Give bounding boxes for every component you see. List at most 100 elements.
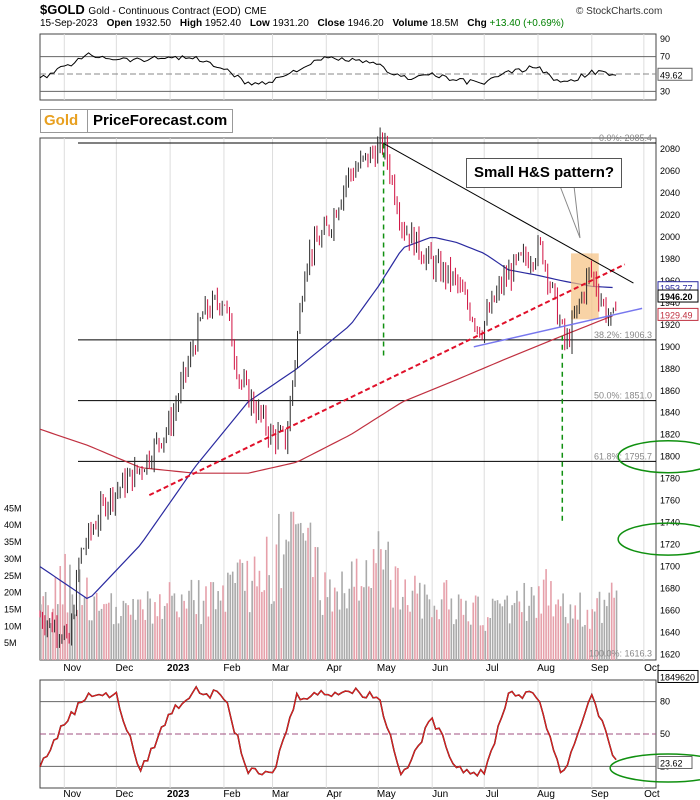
volume-bar-145 — [392, 607, 394, 660]
volume-bar-217 — [567, 623, 569, 660]
price-tick-2040: 2040 — [660, 188, 680, 198]
price-label-box-3 — [657, 669, 699, 683]
volume-bar-2 — [44, 591, 47, 660]
price-xtick-4: Mar — [272, 663, 290, 674]
volume-bar-43 — [144, 619, 147, 660]
volume-bar-163 — [435, 609, 438, 660]
volume-bar-191 — [503, 599, 506, 660]
volume-bar-206 — [540, 613, 543, 660]
volume-bar-120 — [331, 611, 334, 660]
volume-bar-214 — [559, 606, 562, 660]
volume-bar-131 — [358, 600, 360, 660]
volume-bar-158 — [423, 584, 426, 660]
volume-bar-57 — [178, 617, 181, 660]
volume-bar-190 — [501, 606, 504, 660]
volume-tick-35: 35M — [4, 537, 22, 547]
volume-bar-201 — [528, 605, 530, 660]
volume-bar-141 — [382, 569, 385, 660]
price-xtick-3: Feb — [223, 663, 241, 674]
volume-bar-22 — [93, 596, 96, 660]
target-ellipse-0 — [617, 439, 700, 474]
volume-bar-118 — [326, 597, 329, 660]
volume-bar-10 — [64, 553, 66, 660]
hs-pointer — [559, 185, 581, 239]
volume-bar-169 — [450, 598, 453, 660]
stoch-xtick-9: Aug — [537, 789, 555, 800]
volume-bar-193 — [508, 623, 511, 660]
price-xtick-11: Oct — [644, 663, 660, 674]
stoch-xtick-8: Jul — [486, 789, 499, 800]
volume-bar-172 — [457, 594, 460, 660]
volume-bar-148 — [399, 609, 402, 660]
hs-highlight — [570, 253, 599, 320]
volume-tick-20: 20M — [4, 588, 22, 598]
volume-bar-138 — [375, 563, 377, 660]
volume-bar-80 — [234, 582, 236, 660]
stoch-xtick-7: Jun — [432, 789, 448, 800]
volume-bar-160 — [428, 599, 431, 660]
high-value: 1952.40 — [204, 18, 242, 29]
change-value: +13.40 (+0.69%) — [489, 18, 564, 29]
volume-bar-185 — [489, 618, 492, 660]
stoch-xtick-5: Apr — [327, 789, 343, 800]
volume-bar-198 — [521, 612, 523, 660]
volume-bar-225 — [586, 609, 589, 660]
volume-bar-218 — [569, 604, 572, 660]
volume-bar-211 — [552, 616, 555, 660]
low-value: 1931.20 — [272, 18, 309, 29]
volume-bar-71 — [212, 582, 215, 660]
price-tick-1640: 1640 — [660, 628, 680, 638]
volume-bar-216 — [564, 616, 567, 660]
price-tick-1780: 1780 — [660, 474, 680, 484]
volume-bar-203 — [533, 595, 535, 660]
price-tick-1940: 1940 — [660, 298, 680, 308]
volume-bar-51 — [163, 605, 166, 660]
volume-bar-162 — [433, 605, 436, 660]
stoch-tick-50: 50 — [660, 729, 670, 739]
volume-bar-176 — [467, 621, 470, 660]
volume-bar-99 — [280, 588, 283, 660]
stoch-xtick-4: Mar — [272, 789, 290, 800]
volume-bar-134 — [365, 560, 368, 660]
volume-bar-111 — [309, 522, 312, 660]
volume-bar-124 — [341, 571, 343, 660]
rsi-value-box — [657, 67, 693, 81]
target-ellipse-1 — [617, 522, 700, 556]
volume-bar-5 — [52, 608, 54, 660]
fib-label-1: 38.2%: 1906.3 — [594, 330, 652, 340]
price-xtick-9: Aug — [537, 663, 555, 674]
volume-bar-136 — [370, 588, 372, 660]
rsi-value-label: 49.62 — [660, 70, 683, 80]
volume-bar-32 — [117, 623, 120, 660]
quote-date: 15-Sep-2023 — [40, 18, 98, 29]
volume-bar-96 — [273, 601, 275, 660]
volume-bar-45 — [149, 598, 151, 660]
volume-bar-78 — [229, 574, 232, 660]
stoch-tick-80: 80 — [660, 697, 670, 707]
volume-bar-137 — [372, 549, 375, 660]
volume-bar-183 — [484, 630, 487, 660]
stoch-d-line — [39, 685, 617, 777]
volume-bar-165 — [440, 599, 443, 660]
site-tag: PriceForecast.com — [87, 109, 234, 133]
volume-bar-114 — [316, 547, 319, 660]
price-tick-1660: 1660 — [660, 606, 680, 616]
volume-bar-200 — [525, 620, 528, 660]
rsi-tick-70: 70 — [660, 52, 670, 62]
volume-bar-28 — [108, 602, 110, 660]
volume-bar-204 — [535, 617, 538, 660]
volume-bar-84 — [244, 590, 246, 660]
volume-bar-31 — [115, 606, 117, 660]
price-tick-1960: 1960 — [660, 276, 680, 286]
volume-bar-25 — [100, 608, 103, 660]
volume-bar-4 — [49, 623, 52, 660]
volume-bar-103 — [290, 511, 292, 660]
volume-bar-37 — [129, 614, 132, 660]
stoch-xtick-10: Sep — [591, 789, 609, 800]
volume-bar-87 — [251, 580, 253, 660]
price-tick-1700: 1700 — [660, 562, 680, 572]
volume-bar-76 — [224, 611, 227, 660]
volume-bar-167 — [445, 580, 448, 660]
volume-bar-107 — [299, 522, 302, 660]
volume-bar-161 — [431, 617, 433, 660]
